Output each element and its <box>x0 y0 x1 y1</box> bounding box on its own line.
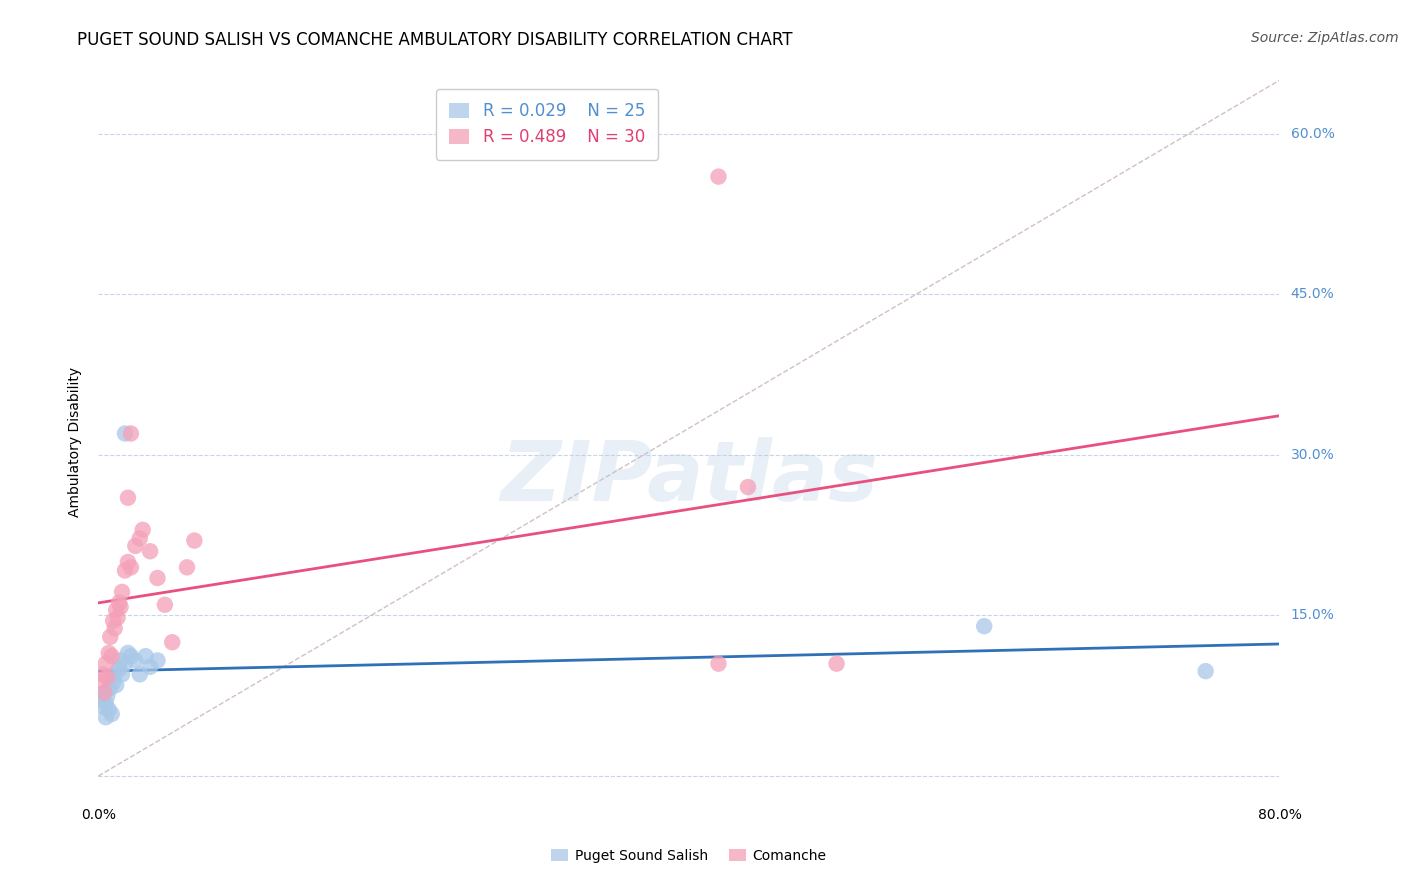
Point <box>825 657 848 671</box>
Point <box>91 667 114 681</box>
Point <box>117 555 139 569</box>
Point <box>96 689 118 703</box>
Point <box>94 710 117 724</box>
Point <box>110 653 132 667</box>
Point <box>120 560 142 574</box>
Point <box>98 630 121 644</box>
Point <box>114 426 136 441</box>
Point <box>97 646 120 660</box>
Point <box>103 674 125 689</box>
Point <box>103 614 125 628</box>
Legend: Puget Sound Salish, Comanche: Puget Sound Salish, Comanche <box>546 843 832 868</box>
Point <box>93 685 115 699</box>
Point <box>139 660 162 674</box>
Point <box>100 706 122 721</box>
Text: Source: ZipAtlas.com: Source: ZipAtlas.com <box>1251 31 1399 45</box>
Point <box>94 696 117 710</box>
Point <box>973 619 995 633</box>
Point <box>111 667 134 681</box>
Point <box>139 544 162 558</box>
Point <box>100 649 122 664</box>
Text: PUGET SOUND SALISH VS COMANCHE AMBULATORY DISABILITY CORRELATION CHART: PUGET SOUND SALISH VS COMANCHE AMBULATOR… <box>77 31 793 49</box>
Y-axis label: Ambulatory Disability: Ambulatory Disability <box>69 367 83 516</box>
Point <box>120 649 142 664</box>
Point <box>104 621 127 635</box>
Text: 45.0%: 45.0% <box>1291 287 1334 301</box>
Point <box>737 480 759 494</box>
Point <box>90 674 112 689</box>
Point <box>105 603 128 617</box>
Point <box>124 653 146 667</box>
Point <box>117 491 139 505</box>
Point <box>110 599 132 614</box>
Point <box>132 523 155 537</box>
Text: 30.0%: 30.0% <box>1291 448 1334 462</box>
Point <box>107 610 129 624</box>
Point <box>128 667 150 681</box>
Point <box>1195 664 1218 678</box>
Point <box>146 571 169 585</box>
Point <box>120 426 142 441</box>
Text: 15.0%: 15.0% <box>1291 608 1334 623</box>
Point <box>114 657 136 671</box>
Point <box>90 692 112 706</box>
Point <box>108 596 131 610</box>
Point <box>111 585 134 599</box>
Point <box>96 671 118 685</box>
Point <box>98 681 121 696</box>
Point <box>105 678 128 692</box>
Point <box>128 532 150 546</box>
Point <box>108 662 131 676</box>
Point <box>104 667 127 681</box>
Point <box>135 649 157 664</box>
Point <box>117 646 139 660</box>
Point <box>176 560 198 574</box>
Point <box>94 657 117 671</box>
Point <box>183 533 205 548</box>
Point <box>162 635 183 649</box>
Text: ZIPatlas: ZIPatlas <box>501 437 877 518</box>
Point <box>124 539 146 553</box>
Point <box>93 685 115 699</box>
Point <box>153 598 176 612</box>
Point <box>146 653 169 667</box>
Point <box>91 699 114 714</box>
Text: 60.0%: 60.0% <box>1291 127 1334 141</box>
Point <box>114 564 136 578</box>
Point <box>707 169 730 184</box>
Point <box>97 703 120 717</box>
Point <box>707 657 730 671</box>
